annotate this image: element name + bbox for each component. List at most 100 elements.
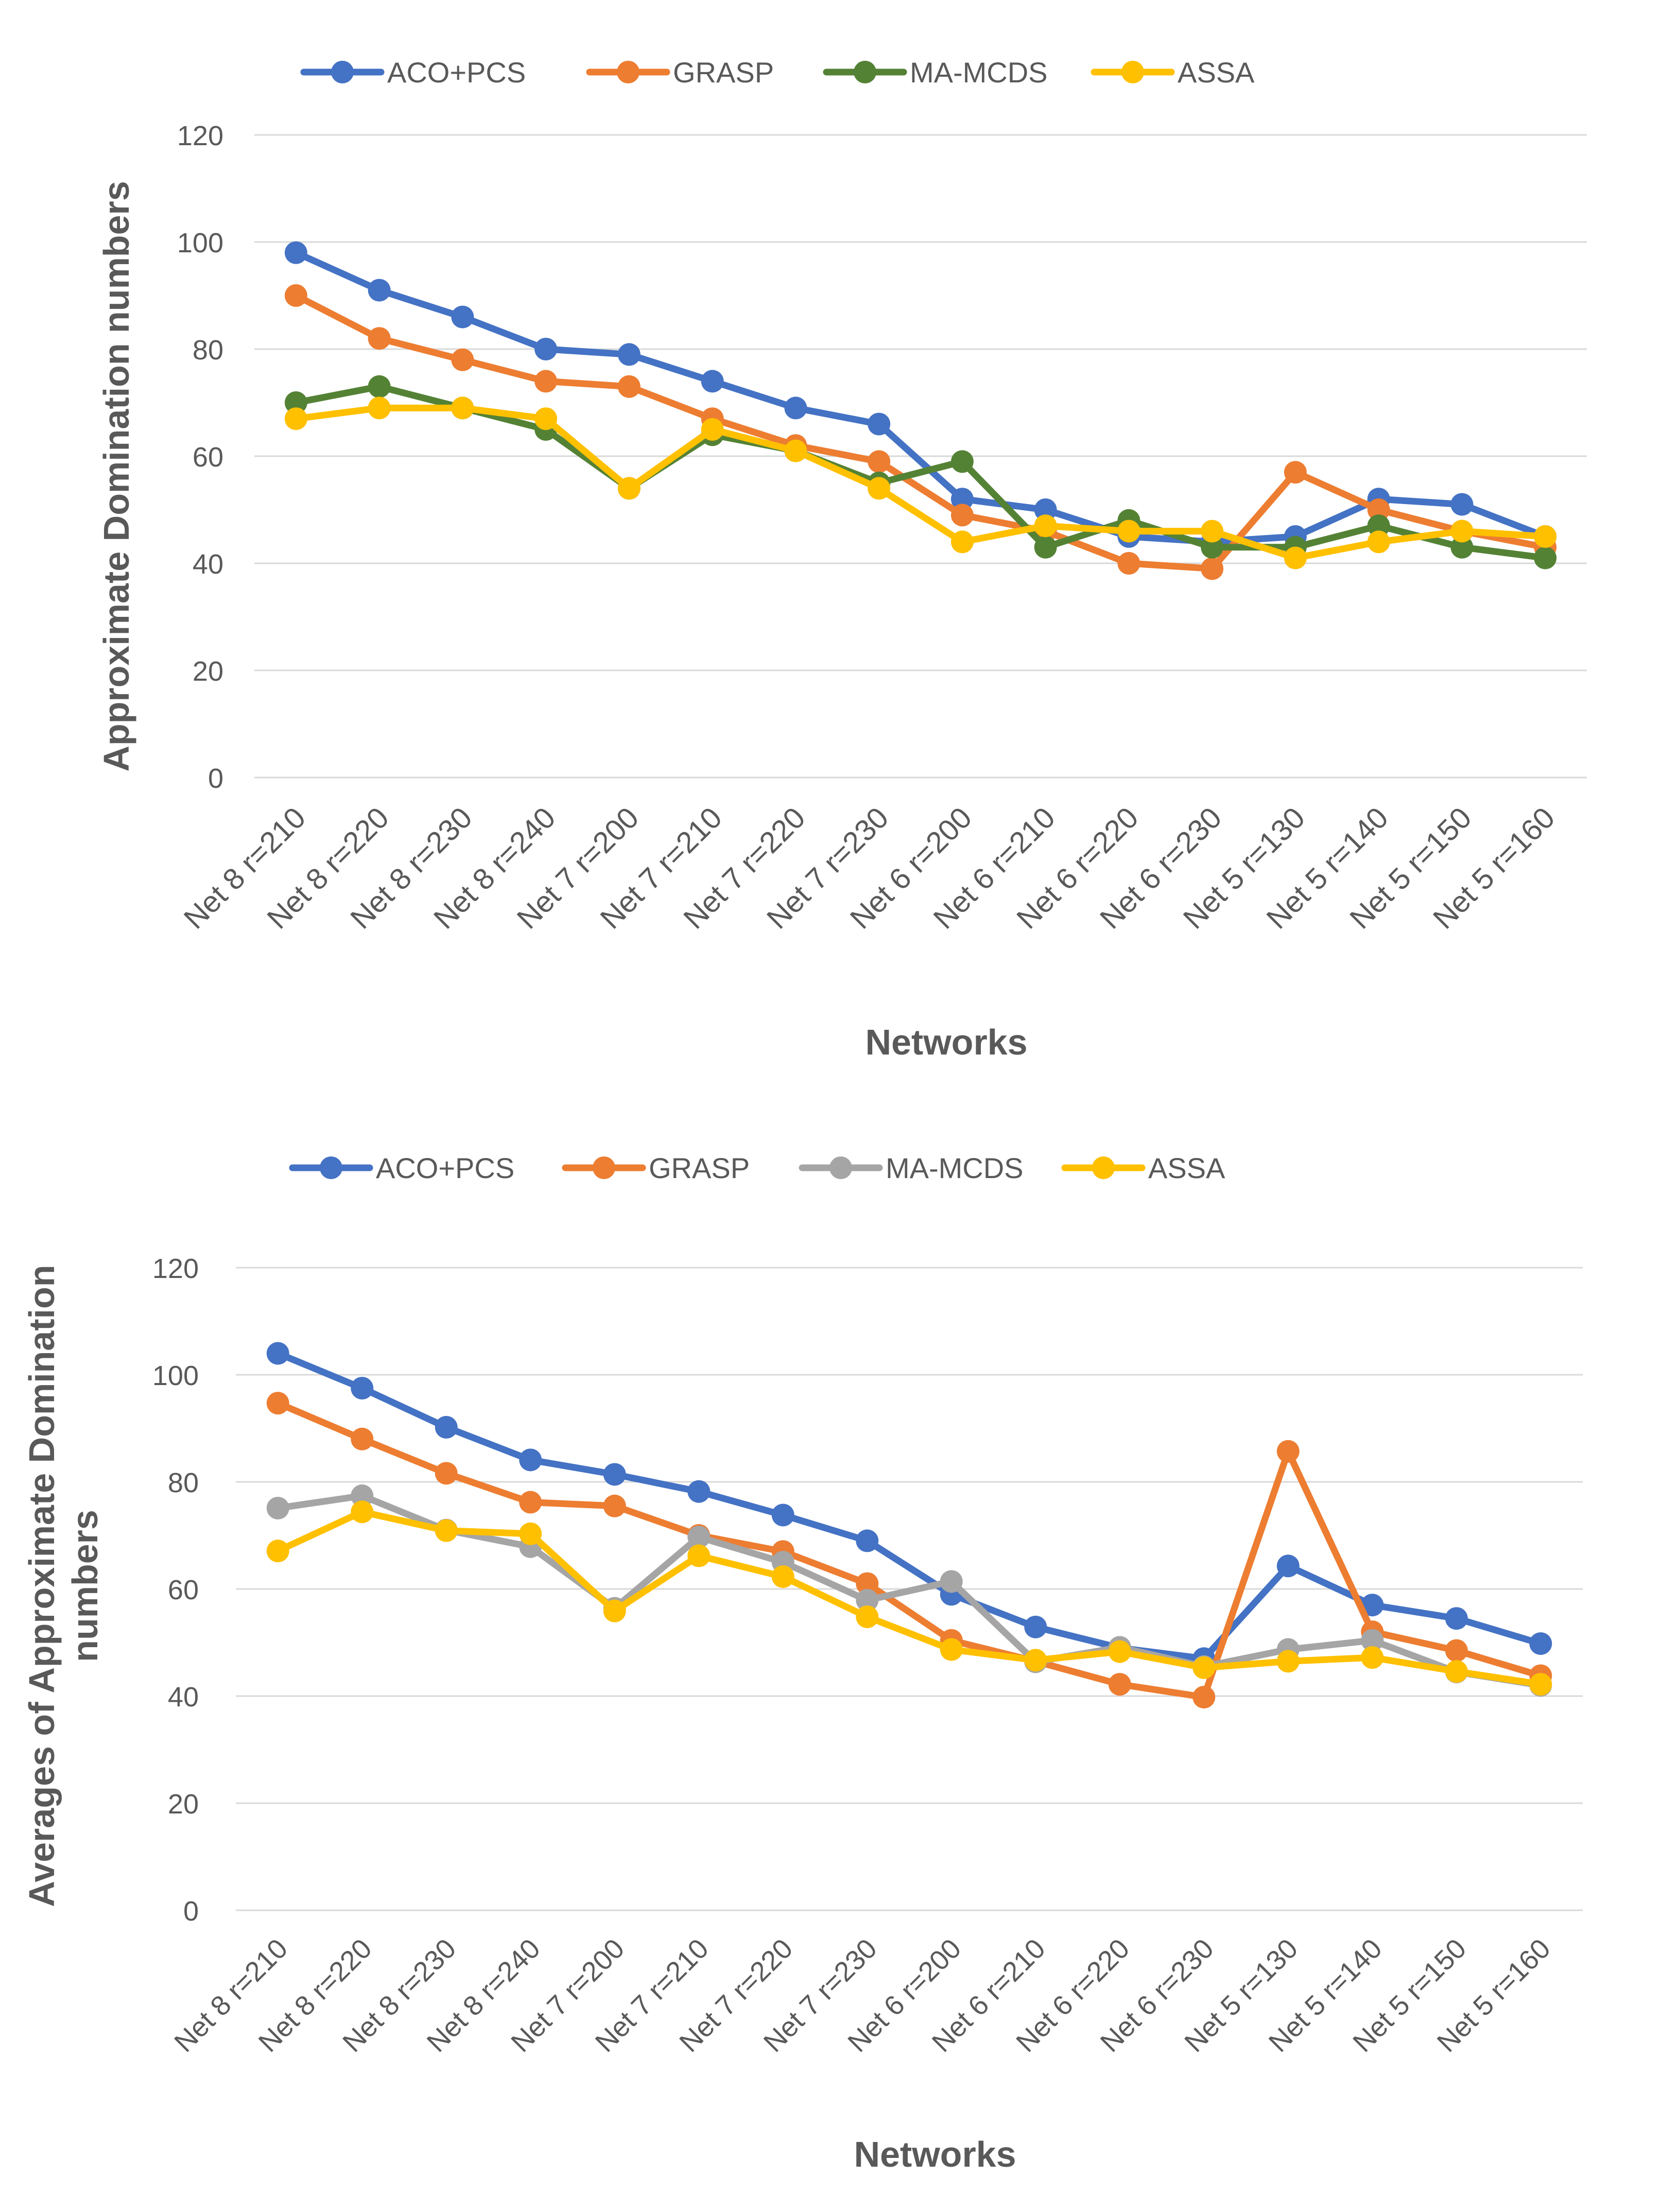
legend-marker [1121, 61, 1144, 83]
data-point [856, 1605, 879, 1629]
legend-item: ACO+PCS [300, 56, 526, 89]
y-tick-label: 60 [193, 442, 223, 473]
series-line [292, 249, 1549, 545]
legend-label: ASSA [1178, 56, 1255, 89]
data-point [266, 1342, 289, 1365]
data-point [1276, 1440, 1300, 1463]
data-point [284, 407, 307, 430]
series-assa [266, 1500, 1552, 1696]
data-point [451, 305, 474, 329]
data-point [368, 279, 391, 302]
data-point [1201, 535, 1224, 559]
data-point [451, 348, 474, 371]
y-tick-label: 0 [208, 763, 223, 794]
data-point [950, 488, 974, 511]
legend-label: MA-MCDS [886, 1152, 1024, 1184]
data-point [603, 1599, 626, 1622]
data-point [534, 407, 558, 430]
data-point [687, 1526, 711, 1549]
data-point [519, 1491, 542, 1514]
data-point [1024, 1649, 1047, 1672]
data-point [1450, 493, 1474, 516]
legend-item: ASSA [1091, 56, 1255, 89]
y-tick-label: 20 [193, 656, 223, 687]
data-point [1284, 461, 1307, 484]
legend-marker [593, 1156, 615, 1179]
legend-label: GRASP [649, 1152, 750, 1184]
data-point [1529, 1632, 1552, 1655]
data-point [534, 370, 558, 393]
gridlines [254, 134, 1587, 779]
data-point [1201, 520, 1224, 543]
series-line [274, 1508, 1544, 1688]
y-tick-label: 40 [193, 549, 223, 580]
data-point [1034, 498, 1057, 521]
data-point [784, 396, 807, 420]
legend-marker [617, 61, 639, 83]
y-tick-label: 40 [168, 1682, 199, 1713]
legend-item: GRASP [586, 56, 774, 89]
legend: ACO+PCS GRASP MA-MCDS ASSA [300, 56, 1255, 89]
legend-item: GRASP [562, 1152, 750, 1184]
data-point [1361, 1646, 1384, 1669]
legend-label: MA-MCDS [910, 56, 1048, 89]
data-point [519, 1522, 542, 1545]
data-point [266, 1540, 289, 1563]
data-point [266, 1496, 289, 1519]
data-point [284, 284, 307, 307]
data-point [1024, 1615, 1047, 1638]
data-point [1367, 498, 1390, 521]
data-point [1117, 552, 1140, 575]
data-point [771, 1504, 794, 1527]
y-tick-label: 120 [152, 1253, 199, 1284]
series-ma-mcds [266, 1484, 1552, 1697]
legend-label: ASSA [1148, 1152, 1225, 1184]
data-point [856, 1529, 879, 1552]
y-axis-title: Approximate Domination numbers [96, 181, 136, 771]
data-point [266, 1392, 289, 1415]
data-point [687, 1480, 711, 1503]
series-line [274, 1350, 1544, 1662]
y-tick-label: 100 [177, 228, 223, 258]
data-point [351, 1484, 374, 1508]
data-point [284, 391, 307, 414]
data-point [368, 396, 391, 420]
series-line [292, 292, 1549, 572]
series-line [292, 404, 1549, 562]
data-point [1192, 1656, 1216, 1679]
data-point [687, 1544, 711, 1567]
data-point [1034, 514, 1057, 538]
y-tick-label: 20 [168, 1789, 199, 1820]
legend-marker [331, 61, 354, 83]
data-point [868, 412, 891, 436]
data-point [868, 450, 891, 473]
data-point [368, 327, 391, 350]
data-point [940, 1570, 963, 1593]
data-point [435, 1415, 458, 1439]
data-point [603, 1463, 626, 1486]
data-point [856, 1588, 879, 1612]
data-point [1284, 546, 1307, 569]
data-point [1276, 1554, 1300, 1578]
x-axis-title: Networks [854, 2134, 1016, 2174]
legend-item: MA-MCDS [799, 1152, 1024, 1184]
data-point [856, 1572, 879, 1595]
data-point [534, 338, 558, 360]
data-point [1534, 525, 1557, 548]
series-grasp [284, 284, 1557, 580]
legend-marker [854, 61, 876, 83]
data-point [1034, 535, 1057, 559]
data-point [351, 1427, 374, 1450]
data-point [1529, 1673, 1552, 1696]
data-point [1450, 520, 1474, 543]
data-point [1192, 1686, 1216, 1709]
data-point [1361, 1629, 1384, 1652]
legend-label: ACO+PCS [376, 1152, 514, 1184]
series-aco-pcs [266, 1342, 1552, 1670]
data-point [701, 370, 724, 393]
x-axis-title: Networks [865, 1022, 1027, 1062]
data-point [950, 450, 974, 473]
data-point [950, 504, 974, 527]
